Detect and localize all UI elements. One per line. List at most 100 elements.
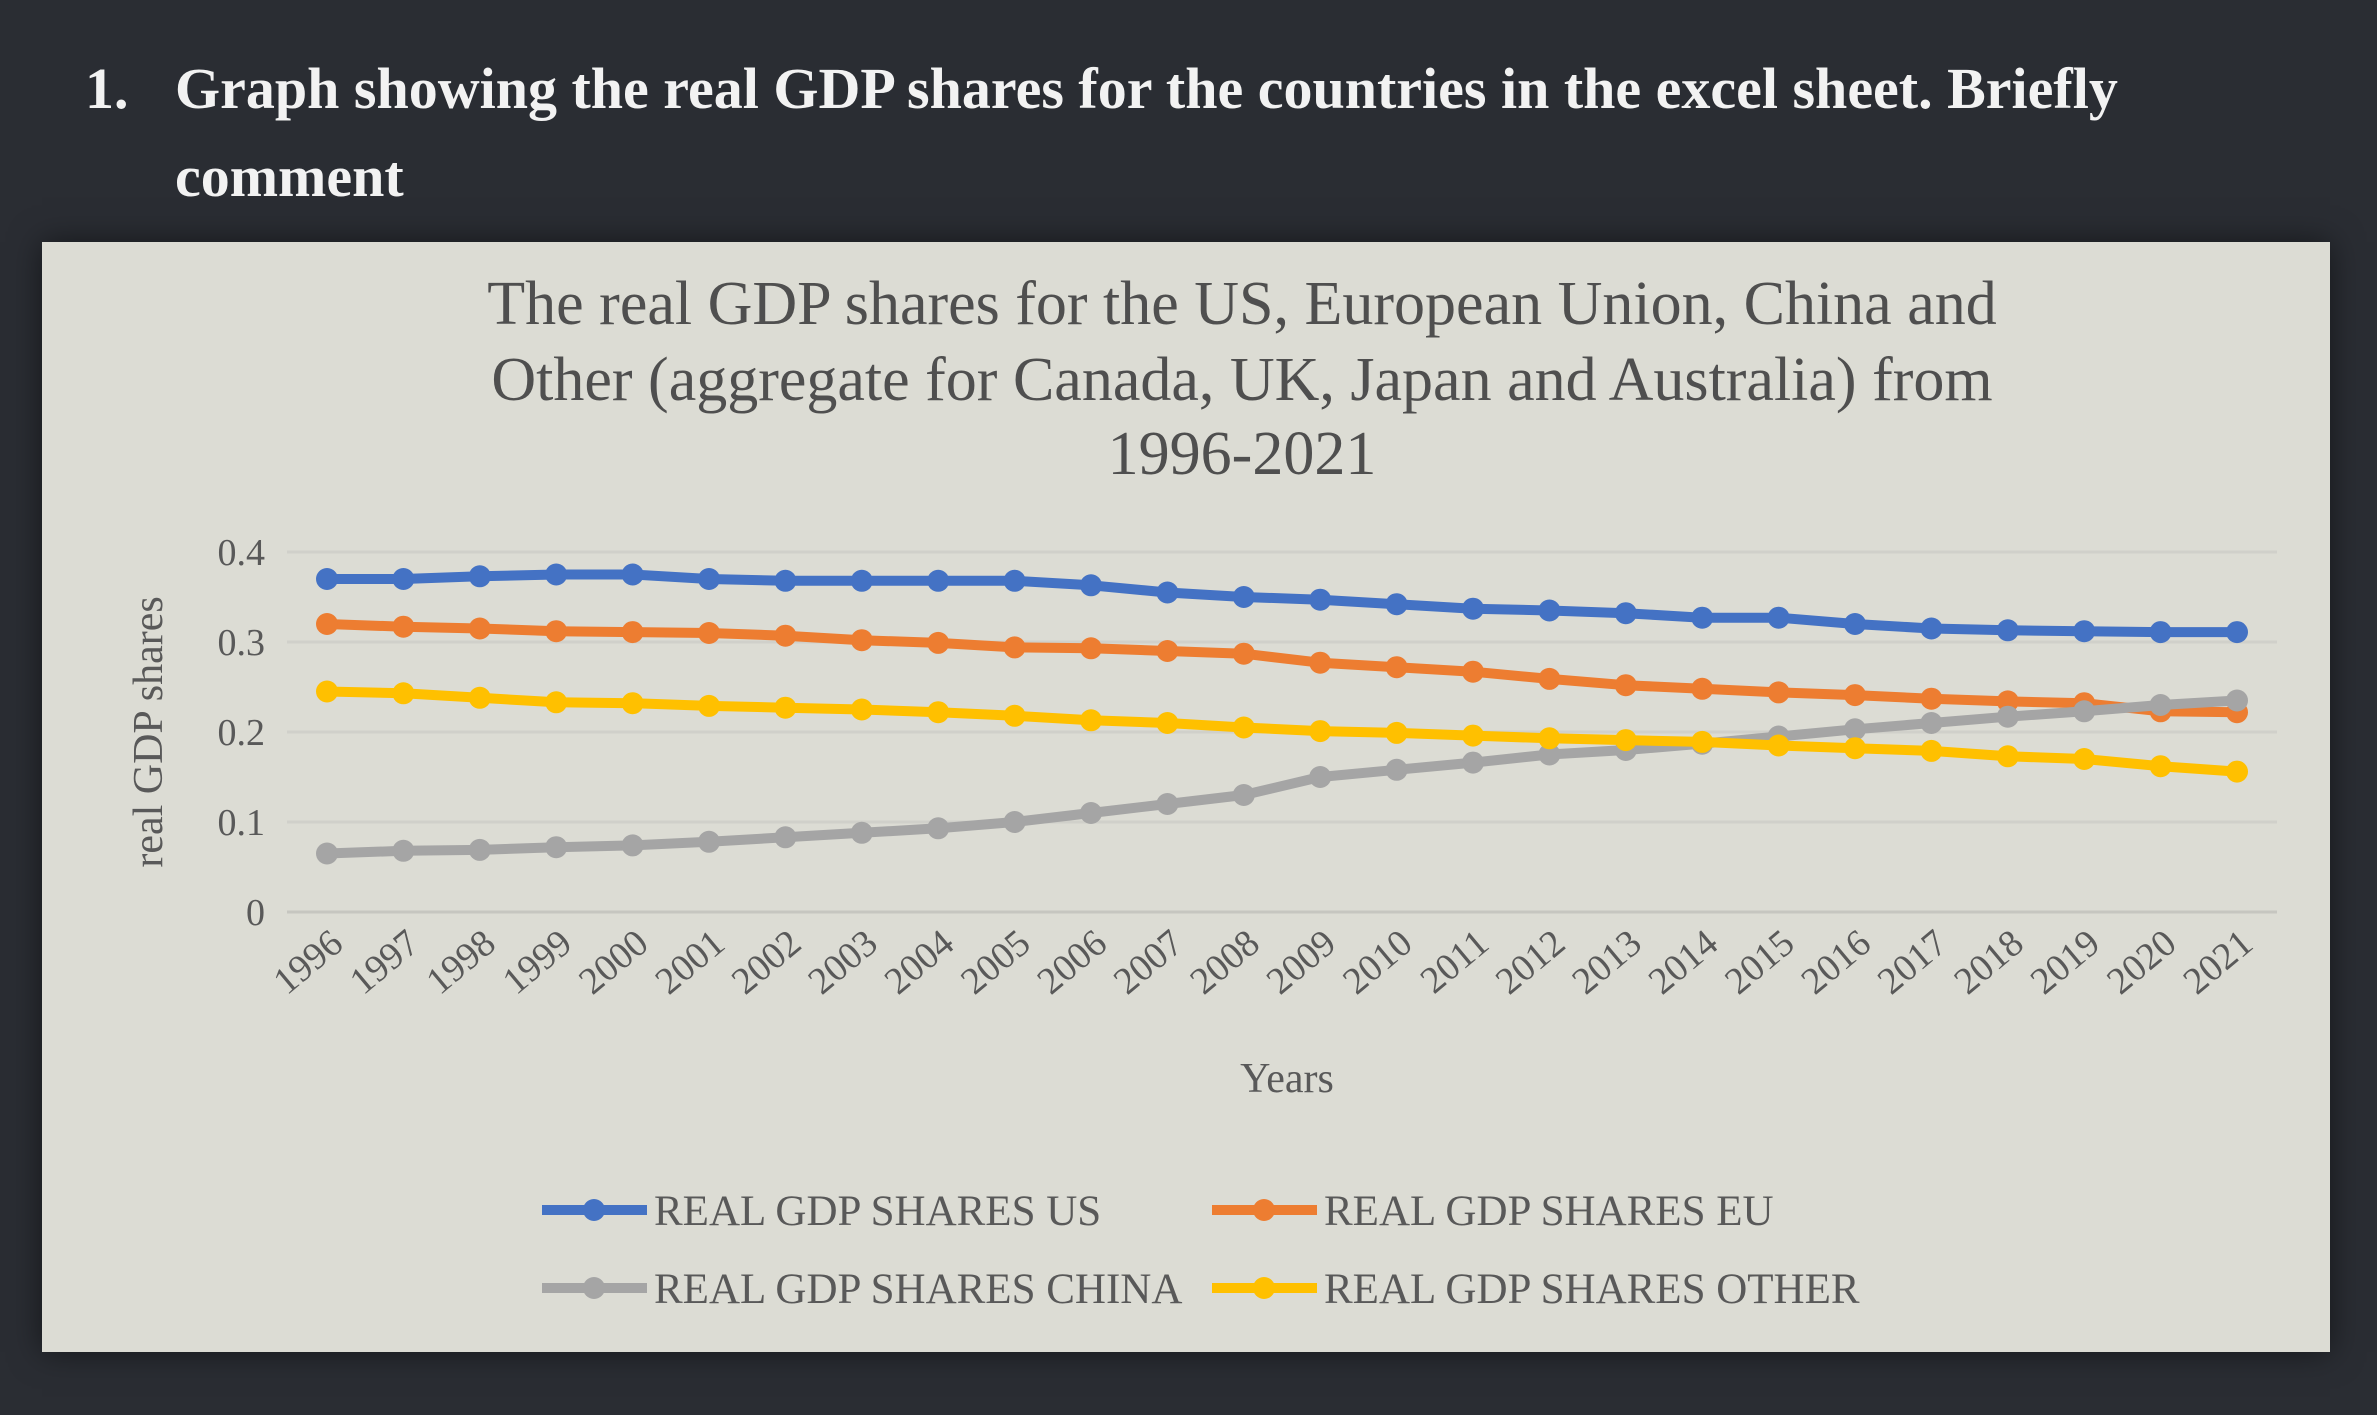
x-tick-label: 1998 [418,922,503,1003]
data-point [1920,617,1943,640]
gridlines [287,550,2277,914]
x-tick-label: 2003 [800,922,885,1003]
data-point [774,624,797,647]
data-point [545,691,568,714]
data-point [1156,581,1179,604]
data-point [1614,602,1637,625]
x-tick-label: 2006 [1030,922,1115,1003]
data-point [927,569,950,592]
x-tick-label: 2016 [1794,922,1879,1003]
data-point [1691,606,1714,629]
x-tick-label: 2002 [724,922,809,1003]
data-point [698,622,720,644]
data-point [1080,802,1102,824]
series-line [326,695,2238,859]
data-point [927,701,950,724]
data-point [392,568,415,590]
data-point [316,842,338,865]
x-tick-labels: 1996199719981999200020012002200320042005… [266,922,2261,1003]
x-tick-label: 2001 [648,922,733,1003]
data-point [621,692,644,715]
x-tick-label: 2009 [1259,922,1344,1003]
data-point [621,621,644,644]
data-point [316,613,338,635]
legend-label: REAL GDP SHARES EU [1324,1188,1774,1235]
data-point [2226,689,2248,712]
legend: REAL GDP SHARES US REAL GDP SHARES EU REAL… [542,1188,1860,1313]
x-tick-label: 2000 [571,922,656,1003]
legend-item: REAL GDP SHARES CHINA [542,1266,1182,1313]
x-tick-label: 2015 [1717,922,1802,1003]
data-point [2149,755,2172,778]
data-point [1309,766,1332,788]
chart-title-line-3: 1996-2021 [1108,420,1377,488]
question-number: 1. [85,56,129,121]
data-point [1156,793,1179,815]
data-point [1844,718,1866,741]
data-point [1003,636,1026,659]
data-point [1003,811,1026,833]
data-point [1767,606,1790,629]
data-point [545,620,568,643]
data-point [545,836,568,859]
data-point [850,629,873,652]
data-point [1462,660,1484,683]
data-point [1538,743,1561,766]
data-point [1614,729,1637,752]
data-point [1385,656,1408,679]
data-point [1232,642,1255,665]
data-point [1156,640,1179,662]
data-point [1309,720,1332,743]
data-point [1462,724,1484,747]
data-point [1996,745,2019,768]
data-point [621,834,644,857]
x-axis-title: Years [1240,1056,1334,1102]
chart-title: The real GDP shares for the US, European… [487,270,1996,488]
data-point [1538,667,1561,690]
data-point [545,563,568,586]
data-point [2149,694,2172,716]
data-point [392,839,415,862]
series-2 [316,689,2248,865]
data-point [1003,569,1026,592]
x-tick-label: 2004 [877,922,962,1003]
data-point [1232,586,1255,608]
data-point [1691,677,1714,700]
x-tick-label: 2017 [1870,922,1955,1003]
data-point [468,838,491,861]
data-point [1996,690,2019,713]
data-point [1309,651,1332,674]
data-point [927,631,950,654]
data-point [468,565,491,588]
x-tick-label: 2007 [1106,922,1191,1003]
legend-swatch-marker [583,1277,605,1299]
x-tick-label: 1996 [266,922,351,1003]
data-point [1538,599,1561,622]
data-point [1920,687,1943,710]
data-point [316,680,338,703]
data-point [1232,716,1255,739]
y-tick-label: 0.2 [218,712,266,754]
y-tick-label: 0.3 [218,622,266,664]
x-tick-label: 1999 [495,922,580,1003]
data-point [698,694,720,717]
series-line [326,686,2238,777]
series-lines [316,563,2248,865]
data-point [2073,748,2096,770]
data-point [468,686,491,709]
y-tick-label: 0.1 [218,802,266,844]
x-tick-label: 2012 [1488,922,1573,1003]
data-point [468,617,491,640]
data-point [1385,758,1408,781]
x-tick-label: 2011 [1413,922,1497,1002]
x-tick-label: 2020 [2099,922,2184,1003]
chart-title-line-2: Other (aggregate for Canada, UK, Japan a… [491,346,1992,414]
data-point [850,821,873,844]
data-point [1156,712,1179,734]
y-axis-title: real GDP shares [126,596,172,867]
legend-swatch-marker [583,1199,605,1221]
data-point [698,568,720,590]
legend-item: REAL GDP SHARES EU [1212,1188,1774,1235]
series-line [326,619,2238,718]
data-point [1920,739,1943,762]
